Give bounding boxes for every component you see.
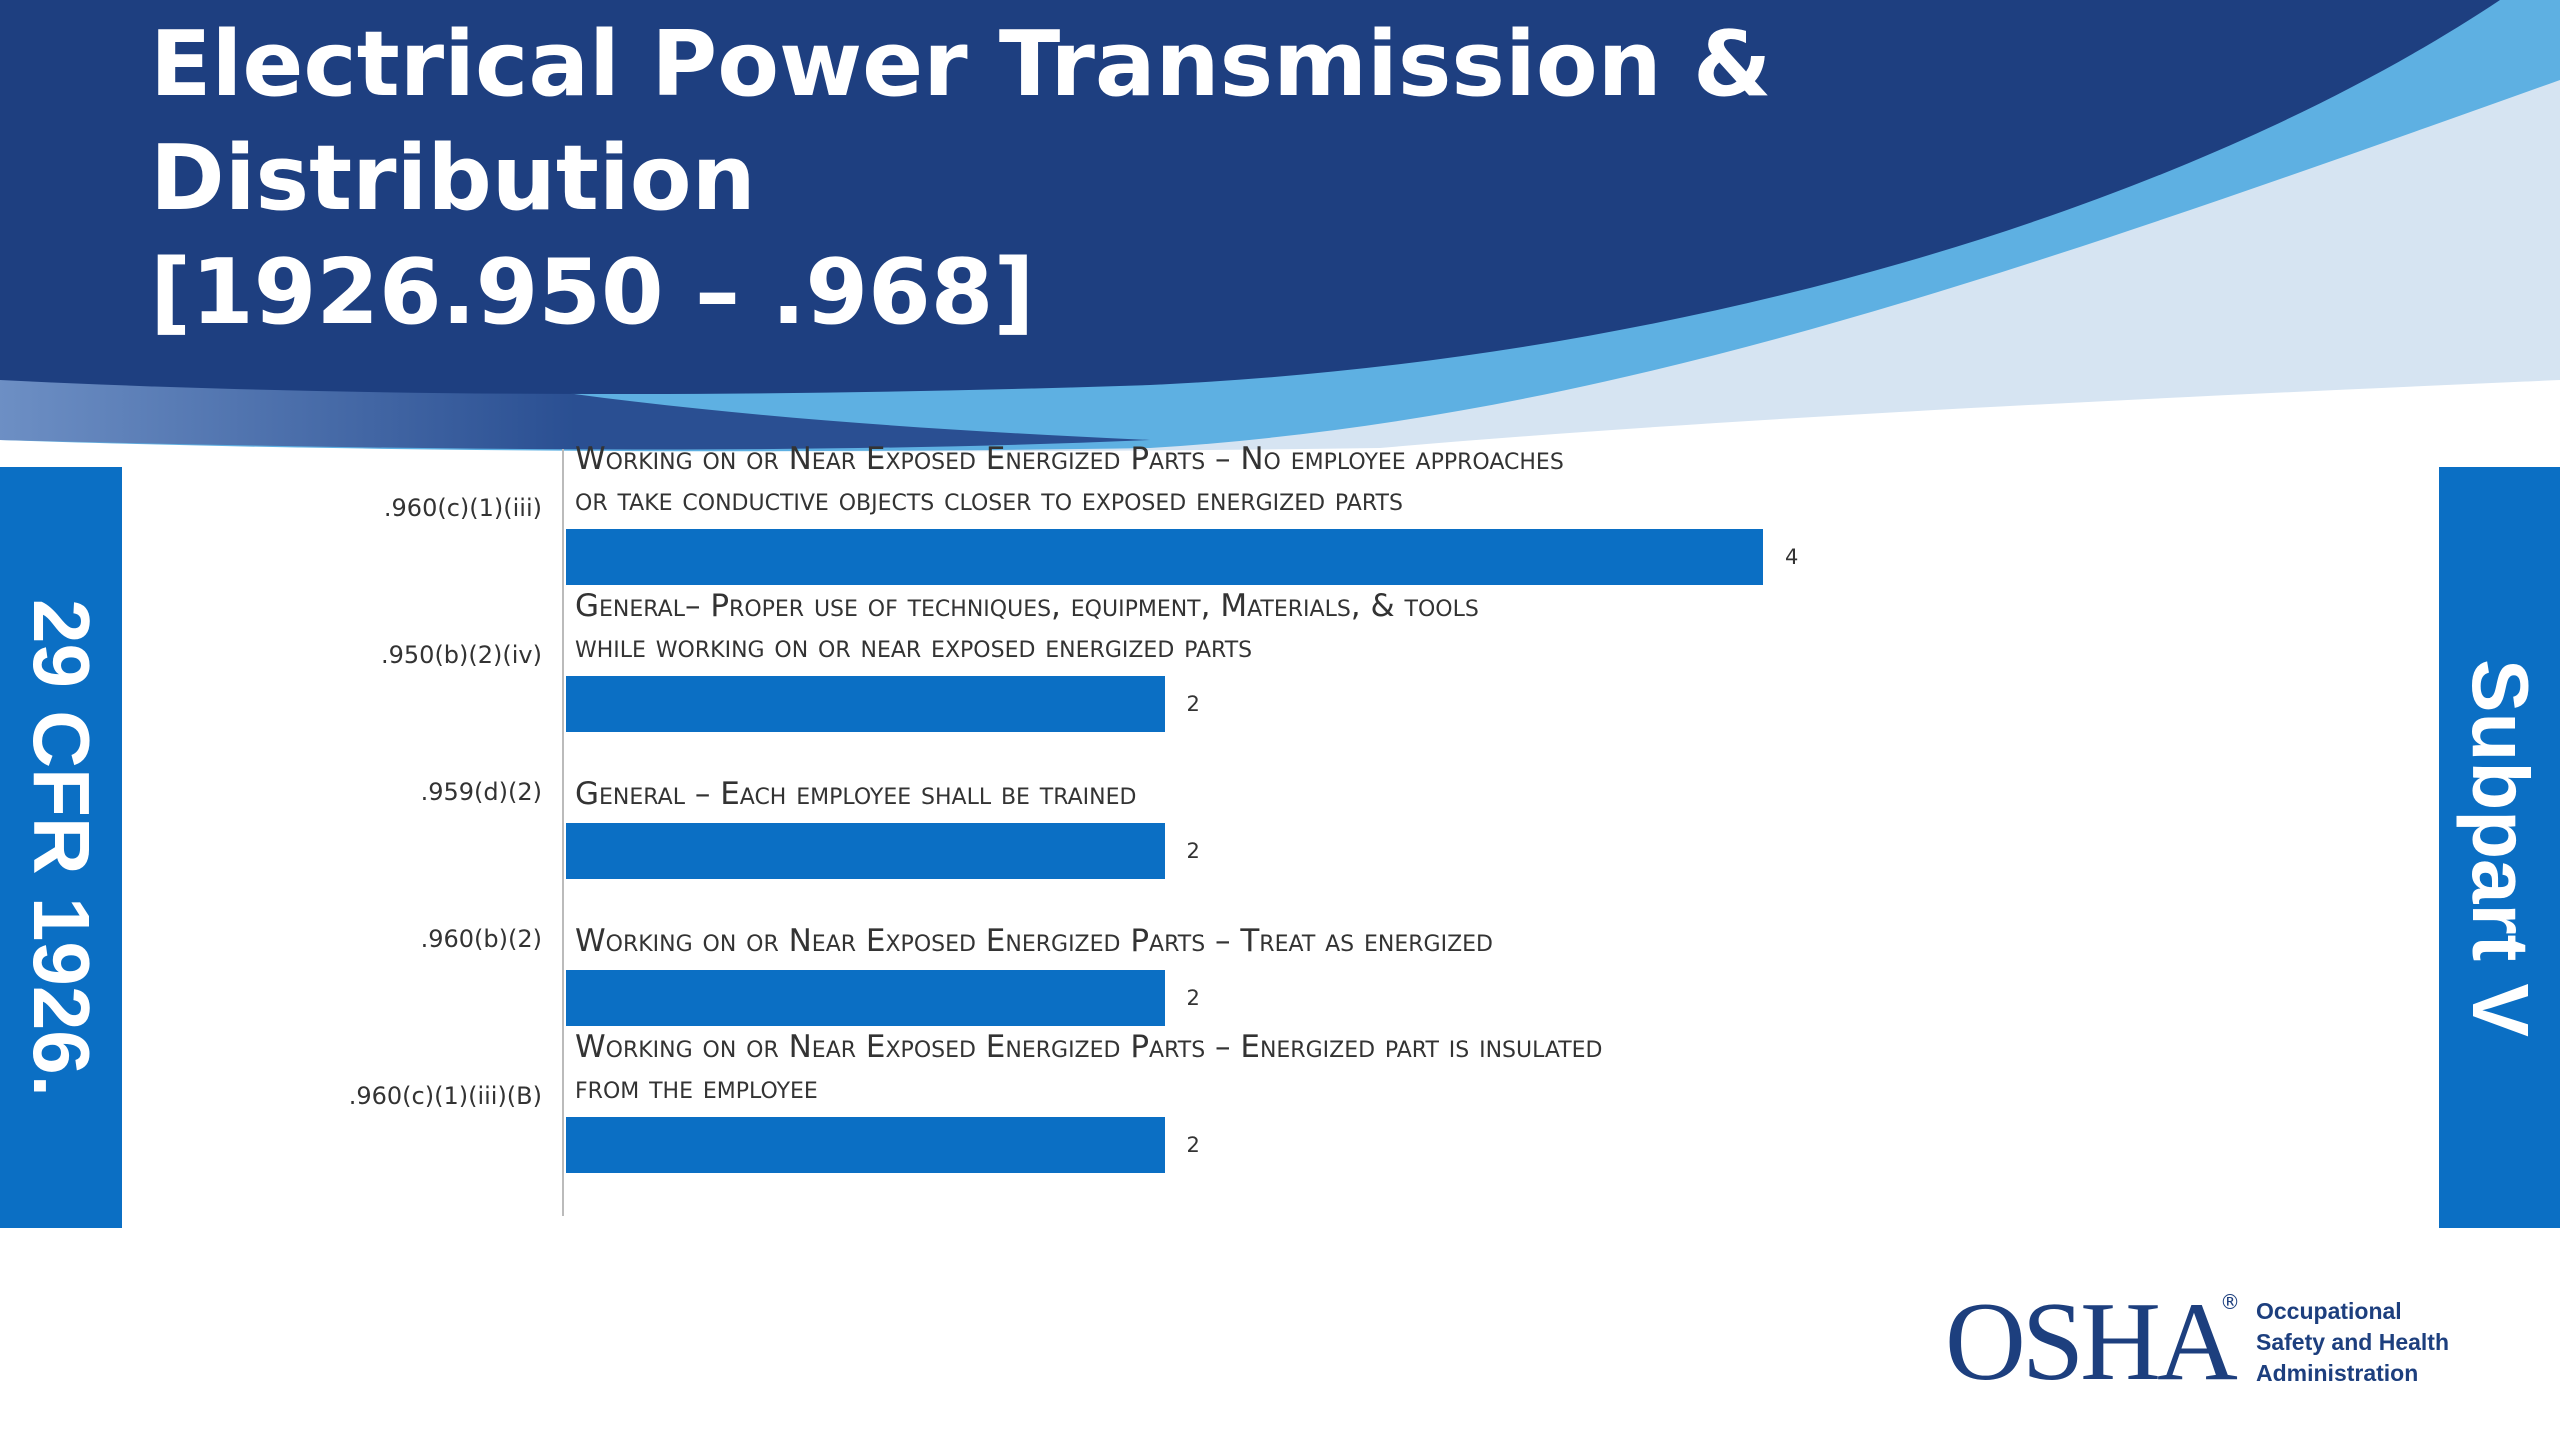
right-side-band: Subpart V (2439, 467, 2560, 1228)
logo-text: Occupational Safety and Health Administrat… (2256, 1296, 2449, 1389)
bar-description: General– Proper use of techniques, equip… (575, 586, 1479, 668)
description-line: while working on or near exposed energiz… (575, 629, 1253, 665)
slide-title: Electrical Power Transmission & Distribut… (150, 8, 1772, 350)
bar (566, 823, 1165, 879)
description-line: General – Each employee shall be trained (575, 776, 1137, 812)
bar-description: Working on or Near Exposed Energized Par… (575, 1027, 1603, 1109)
bar (566, 676, 1165, 732)
title-line: [1926.950 – .968] (150, 240, 1035, 345)
bar (566, 1117, 1165, 1173)
data-label: 2 (1186, 986, 1200, 1010)
description-line: Working on or Near Exposed Energized Par… (575, 923, 1493, 959)
logo-registered: ® (2220, 1290, 2240, 1314)
data-label: 2 (1186, 839, 1200, 863)
description-line: Working on or Near Exposed Energized Par… (575, 441, 1564, 477)
category-axis (562, 449, 564, 1216)
description-line: from the employee (575, 1070, 818, 1106)
logo-line: Administration (2256, 1360, 2419, 1386)
lower-swoosh (0, 250, 1150, 450)
dark-swoosh (0, 0, 2500, 395)
bar (566, 529, 1763, 585)
bar (566, 970, 1165, 1026)
title-line: Electrical Power Transmission & (150, 12, 1772, 117)
data-label: 2 (1186, 1133, 1200, 1157)
description-line: General– Proper use of techniques, equip… (575, 588, 1479, 624)
title-line: Distribution (150, 126, 756, 231)
category-label: .960(c)(1)(iii) (383, 494, 542, 522)
category-label: .950(b)(2)(iv) (381, 641, 542, 669)
data-label: 2 (1186, 692, 1200, 716)
logo-line: Occupational (2256, 1298, 2402, 1324)
description-line: Working on or Near Exposed Energized Par… (575, 1029, 1603, 1065)
bar-description: Working on or Near Exposed Energized Par… (575, 921, 1493, 962)
category-label: .959(d)(2) (420, 778, 542, 806)
category-label: .960(c)(1)(iii)(B) (348, 1082, 542, 1110)
left-side-band: 29 CFR 1926. (0, 467, 122, 1228)
bar-description: General – Each employee shall be trained (575, 774, 1136, 815)
category-label: .960(b)(2) (420, 925, 542, 953)
bar-description: Working on or Near Exposed Energized Par… (575, 439, 1564, 521)
logo-mark: OSHA (1945, 1280, 2238, 1404)
description-line: or take conductive objects closer to exp… (575, 482, 1403, 518)
data-label: 4 (1785, 545, 1799, 569)
logo-line: Safety and Health (2256, 1329, 2449, 1355)
